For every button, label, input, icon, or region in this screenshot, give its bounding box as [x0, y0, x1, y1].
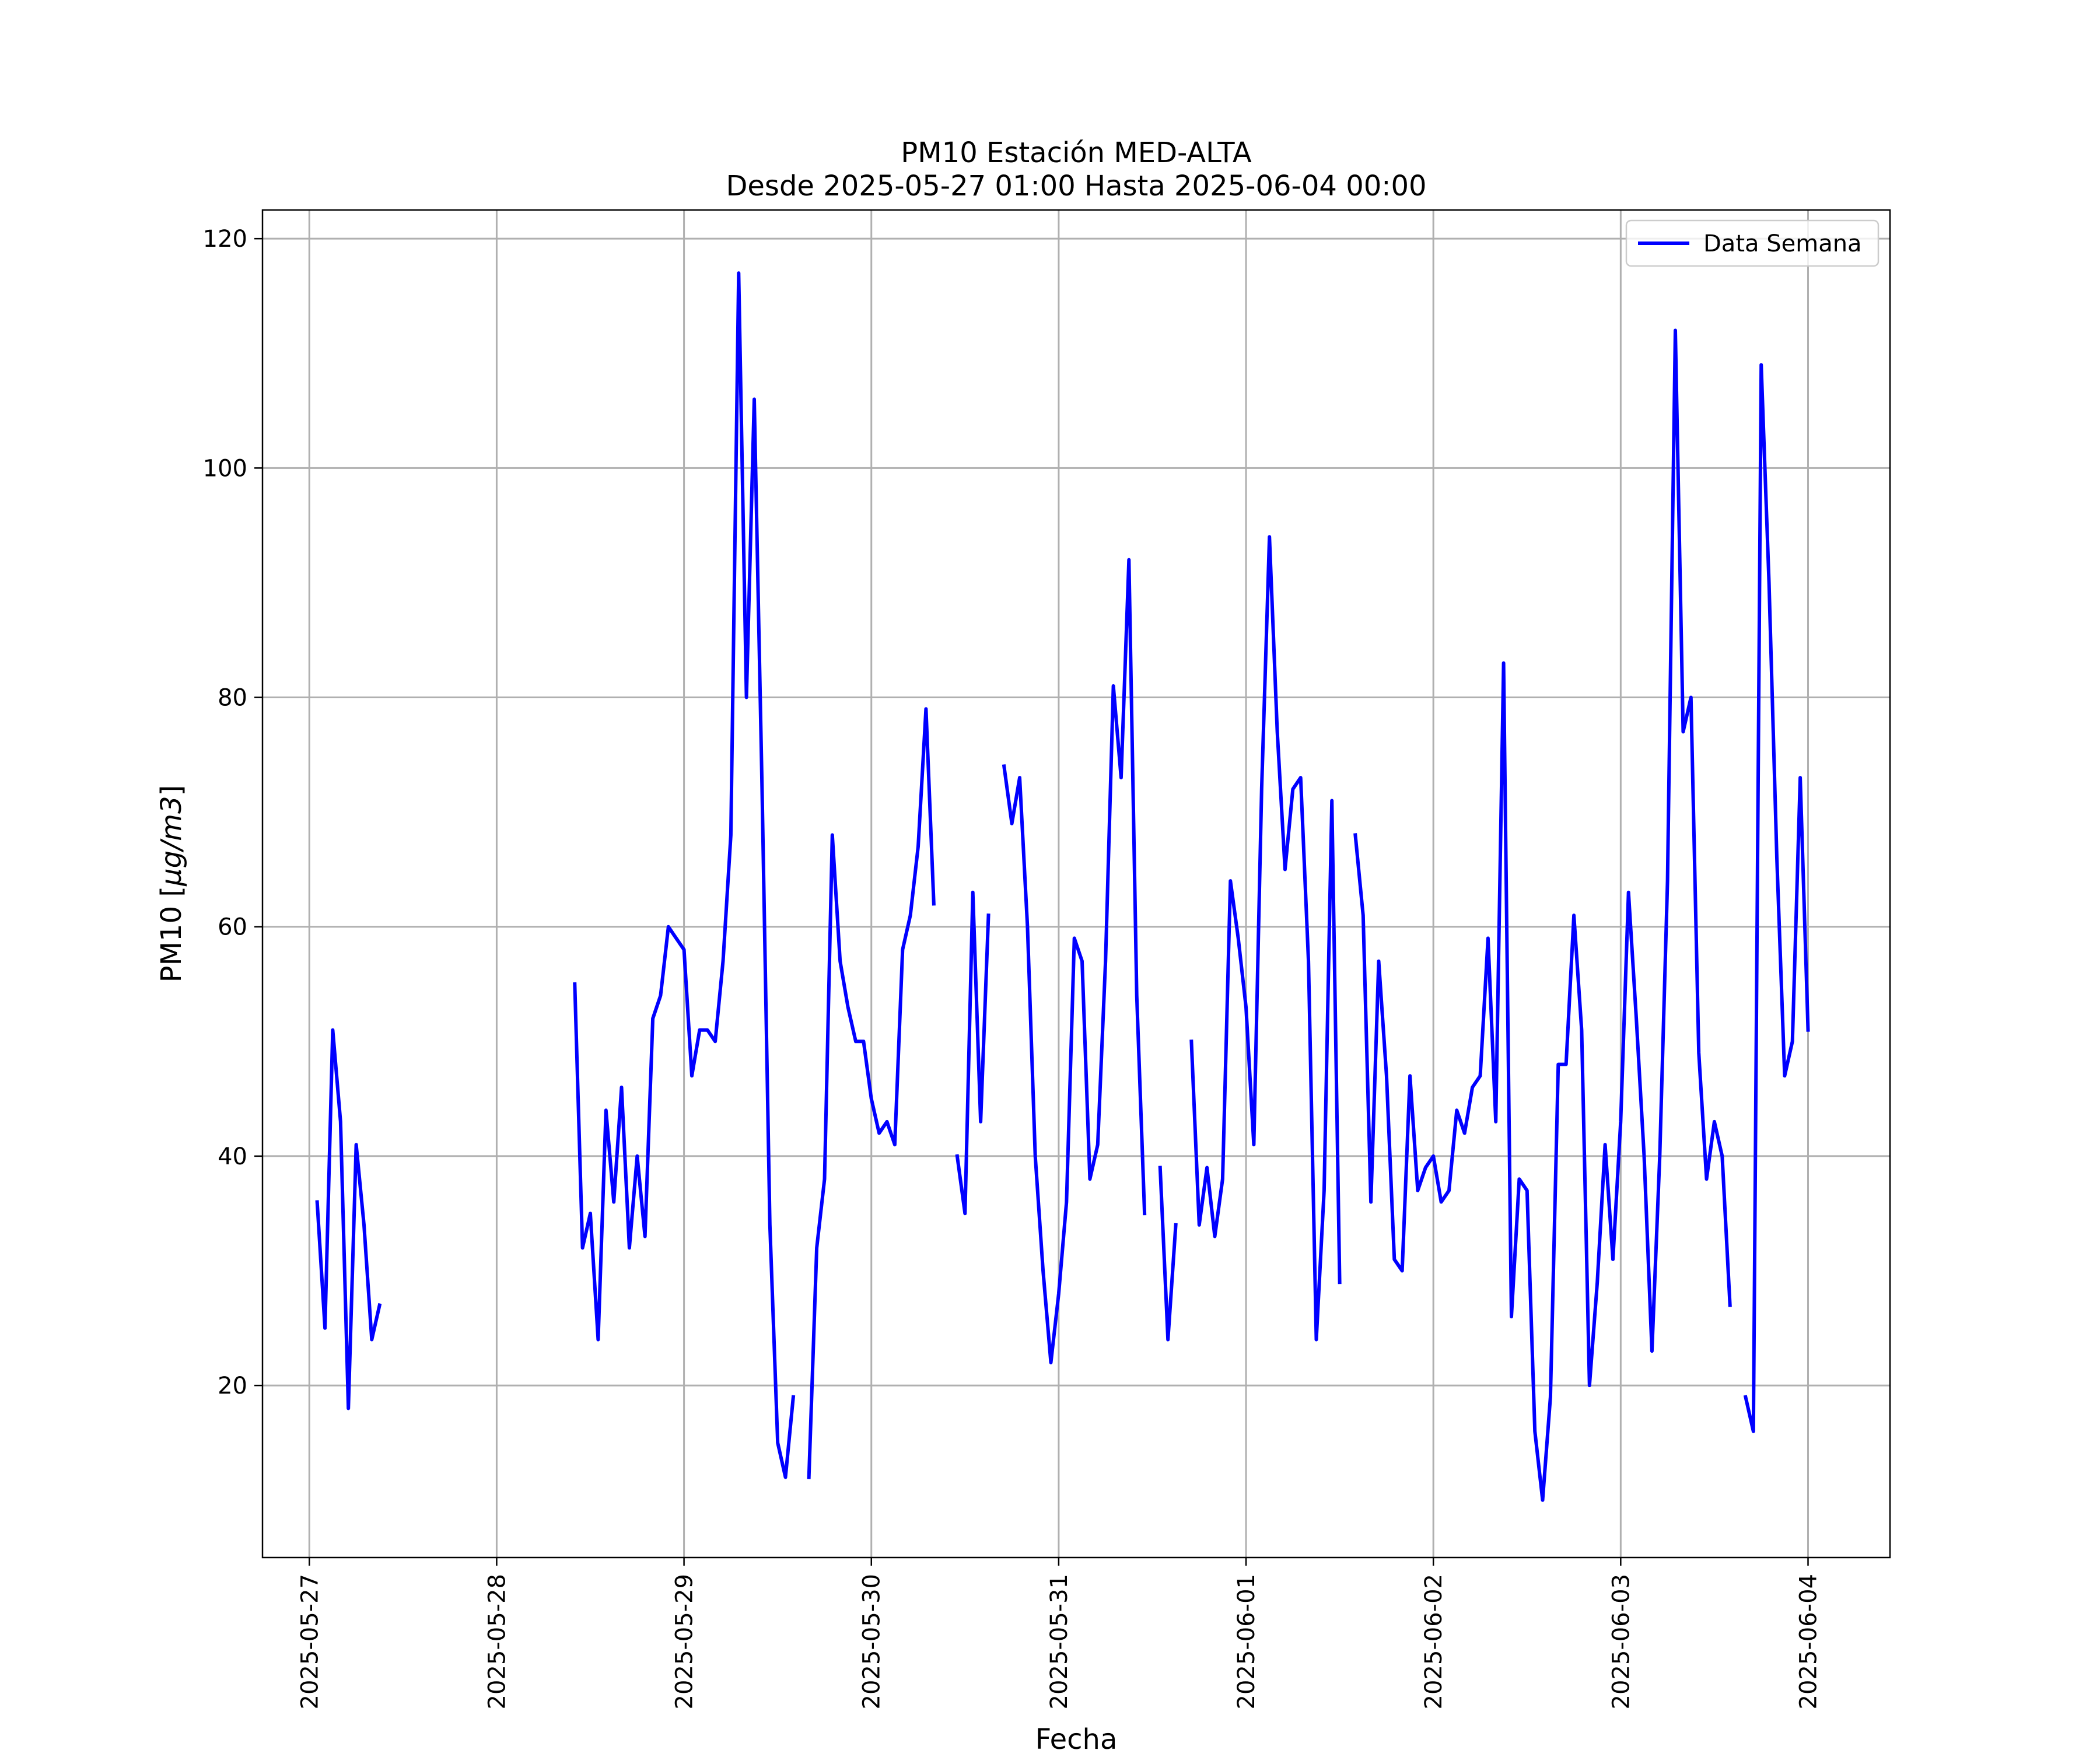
x-tick-label: 2025-05-29 — [671, 1574, 698, 1709]
plot-frame — [261, 209, 1891, 1559]
x-tick-label: 2025-06-03 — [1608, 1574, 1634, 1709]
x-tick-label: 2025-05-27 — [296, 1574, 323, 1709]
chart-title: PM10 Estación MED-ALTA — [901, 136, 1252, 169]
series-line-segment — [573, 271, 796, 1479]
x-axis-label: Fecha — [1035, 1723, 1118, 1750]
y-axis-label-suffix: ] — [155, 785, 188, 796]
y-axis-label-prefix: PM10 [ — [155, 886, 188, 982]
legend-label: Data Semana — [1703, 230, 1862, 257]
series-line-segment — [1158, 1166, 1178, 1342]
x-tick-label: 2025-06-02 — [1420, 1574, 1447, 1709]
x-tick-label: 2025-05-28 — [484, 1574, 510, 1709]
y-axis-label-unit: μg/m3 — [155, 796, 188, 886]
y-axis-ticks: 20 40 60 80 100 120 — [203, 226, 262, 1399]
series-line-segment — [955, 890, 991, 1216]
series-line-segment — [315, 1028, 382, 1410]
y-tick-label: 40 — [218, 1143, 247, 1170]
series-line-segment — [807, 707, 936, 1479]
y-axis-label: PM10 [μg/m3] — [155, 785, 188, 983]
series-line-segment — [1353, 328, 1732, 1502]
series-line-segment — [1189, 535, 1342, 1342]
series-line-segment — [1002, 558, 1147, 1364]
x-tick-label: 2025-05-31 — [1046, 1574, 1073, 1709]
legend-box — [1625, 219, 1880, 267]
x-tick-label: 2025-05-30 — [859, 1574, 886, 1709]
chart-subtitle: Desde 2025-05-27 01:00 Hasta 2025-06-04 … — [726, 170, 1426, 202]
x-axis-ticks: 2025-05-27 2025-05-28 2025-05-29 2025-05-30… — [296, 1558, 1822, 1709]
y-tick-label: 100 — [203, 455, 247, 482]
y-tick-label: 20 — [218, 1373, 247, 1399]
legend: Data Semana — [1625, 219, 1880, 267]
x-tick-label: 2025-06-04 — [1795, 1574, 1822, 1709]
y-tick-label: 120 — [203, 226, 247, 253]
series-line-segment — [1743, 363, 1810, 1433]
x-tick-label: 2025-06-01 — [1233, 1574, 1260, 1709]
series-data-semana — [315, 271, 1810, 1502]
y-tick-label: 80 — [218, 685, 247, 712]
y-tick-label: 60 — [218, 914, 247, 941]
